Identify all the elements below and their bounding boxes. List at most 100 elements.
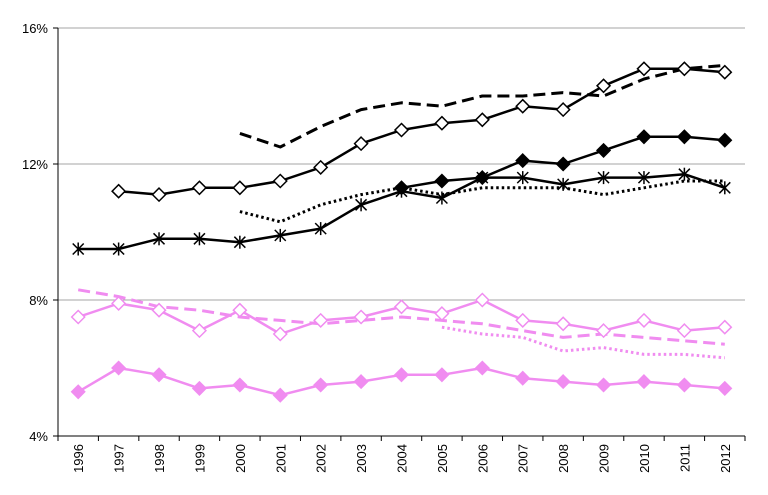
series-line-black-dotted bbox=[239, 179, 725, 224]
point-black-open-diamond bbox=[272, 173, 288, 189]
point-pink-open-diamond bbox=[272, 326, 288, 342]
x-tick-label: 2003 bbox=[354, 444, 369, 473]
point-pink-open-diamond bbox=[393, 299, 410, 315]
y-tick-label: 12% bbox=[22, 157, 48, 172]
point-black-star bbox=[314, 222, 327, 236]
x-tick-label: 2005 bbox=[435, 444, 450, 473]
point-pink-open-diamond bbox=[151, 302, 167, 318]
point-pink-filled-diamond bbox=[636, 374, 652, 390]
point-black-star bbox=[355, 198, 368, 212]
point-pink-open-diamond bbox=[636, 312, 652, 328]
point-pink-filled-diamond bbox=[717, 380, 733, 396]
point-pink-open-diamond bbox=[555, 316, 571, 332]
point-black-open-diamond bbox=[393, 122, 410, 138]
point-pink-open-diamond bbox=[353, 309, 369, 325]
point-black-star bbox=[395, 184, 408, 198]
point-pink-open-diamond bbox=[474, 292, 490, 308]
x-tick-label: 1996 bbox=[71, 444, 86, 473]
point-black-filled-diamond bbox=[717, 132, 733, 148]
point-pink-open-diamond bbox=[232, 302, 248, 318]
point-black-open-diamond bbox=[636, 61, 652, 77]
point-pink-filled-diamond bbox=[151, 367, 167, 383]
point-black-star bbox=[435, 191, 448, 205]
point-pink-open-diamond bbox=[595, 323, 612, 339]
point-black-star bbox=[557, 177, 570, 191]
point-black-open-diamond bbox=[555, 102, 571, 118]
point-pink-filled-diamond bbox=[191, 380, 208, 396]
y-tick-label: 8% bbox=[29, 293, 48, 308]
point-pink-open-diamond bbox=[515, 312, 531, 328]
point-black-star bbox=[718, 181, 731, 195]
series-lines bbox=[77, 63, 726, 397]
point-pink-filled-diamond bbox=[434, 367, 450, 383]
x-tick-label: 2004 bbox=[395, 444, 410, 473]
point-black-star bbox=[152, 232, 166, 246]
point-black-star bbox=[112, 242, 125, 256]
point-pink-filled-diamond bbox=[595, 377, 612, 393]
x-tick-label: 2002 bbox=[314, 444, 329, 473]
y-tick-label: 4% bbox=[29, 429, 48, 444]
point-black-star bbox=[274, 228, 287, 242]
point-black-star bbox=[516, 171, 529, 185]
x-tick-label: 1999 bbox=[192, 444, 207, 473]
point-black-open-diamond bbox=[434, 115, 450, 131]
series-line-pink-dotted bbox=[441, 325, 725, 360]
point-black-star bbox=[678, 167, 691, 181]
point-pink-filled-diamond bbox=[393, 367, 410, 383]
point-pink-filled-diamond bbox=[555, 374, 571, 390]
point-black-star bbox=[72, 242, 85, 256]
x-tick-label: 2001 bbox=[273, 444, 288, 473]
point-pink-open-diamond bbox=[676, 323, 692, 339]
point-pink-filled-diamond bbox=[272, 387, 288, 403]
x-tick-label: 2012 bbox=[718, 444, 733, 473]
x-tick-label: 1998 bbox=[152, 444, 167, 473]
point-black-star bbox=[476, 171, 489, 185]
point-black-star bbox=[597, 171, 610, 185]
point-pink-open-diamond bbox=[191, 323, 208, 339]
point-black-open-diamond bbox=[676, 61, 692, 77]
point-pink-filled-diamond bbox=[111, 360, 127, 376]
point-pink-open-diamond bbox=[434, 306, 450, 322]
x-tick-label: 2010 bbox=[637, 444, 652, 473]
point-black-open-diamond bbox=[717, 64, 733, 80]
point-black-open-diamond bbox=[353, 136, 369, 152]
point-black-filled-diamond bbox=[434, 173, 450, 189]
x-tick-label: 1997 bbox=[112, 444, 127, 473]
x-tick-label: 2008 bbox=[556, 444, 571, 473]
x-tick-label: 2006 bbox=[475, 444, 490, 473]
point-pink-filled-diamond bbox=[70, 384, 86, 400]
point-pink-filled-diamond bbox=[232, 377, 248, 393]
point-pink-filled-diamond bbox=[313, 377, 329, 393]
point-black-open-diamond bbox=[111, 183, 127, 199]
series-line-black-open-diamond bbox=[118, 67, 725, 196]
series-line-pink-dashed bbox=[77, 288, 725, 346]
point-pink-filled-diamond bbox=[515, 370, 531, 386]
point-black-open-diamond bbox=[313, 159, 329, 175]
point-black-star bbox=[193, 232, 206, 246]
x-tick-label: 2011 bbox=[677, 444, 692, 472]
x-tick-label: 2009 bbox=[597, 444, 612, 473]
point-pink-open-diamond bbox=[313, 312, 329, 328]
point-black-filled-diamond bbox=[636, 129, 652, 145]
point-pink-filled-diamond bbox=[676, 377, 692, 393]
point-pink-open-diamond bbox=[717, 319, 733, 335]
x-tick-label: 2000 bbox=[233, 444, 248, 473]
point-black-open-diamond bbox=[151, 187, 167, 203]
point-black-star bbox=[637, 171, 651, 185]
tick-labels: 4% 8% 12% 16% 1996 1997 1998 1999 2000 2001 2002 20… bbox=[22, 21, 733, 473]
point-black-filled-diamond bbox=[595, 142, 612, 158]
point-black-open-diamond bbox=[191, 180, 208, 196]
point-pink-open-diamond bbox=[70, 309, 86, 325]
x-tick-label: 2007 bbox=[516, 444, 531, 473]
point-black-open-diamond bbox=[595, 78, 612, 94]
point-black-open-diamond bbox=[474, 112, 490, 128]
point-black-filled-diamond bbox=[555, 156, 571, 172]
point-pink-filled-diamond bbox=[353, 374, 369, 390]
y-tick-label: 16% bbox=[22, 21, 48, 36]
axes bbox=[53, 27, 746, 441]
point-black-filled-diamond bbox=[515, 153, 531, 169]
series-line-black-dashed bbox=[239, 63, 725, 149]
point-pink-filled-diamond bbox=[474, 360, 490, 376]
point-black-filled-diamond bbox=[676, 129, 692, 145]
